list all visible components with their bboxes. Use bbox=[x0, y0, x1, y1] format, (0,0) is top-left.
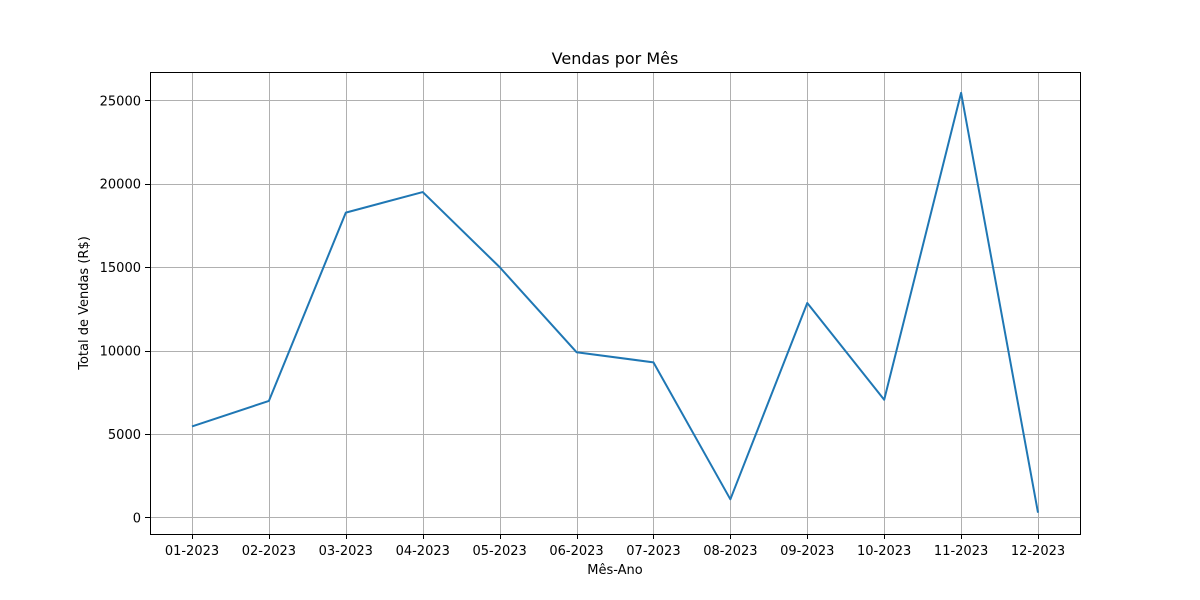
x-tick-label: 11-2023 bbox=[934, 544, 988, 559]
x-tick-label: 04-2023 bbox=[396, 544, 450, 559]
x-tick-label: 03-2023 bbox=[319, 544, 373, 559]
x-tick-label: 10-2023 bbox=[857, 544, 911, 559]
y-tick-label: 15000 bbox=[100, 261, 141, 276]
plot-frame bbox=[150, 72, 1081, 535]
x-tick-label: 12-2023 bbox=[1011, 544, 1065, 559]
y-axis-label: Total de Vendas (R$) bbox=[77, 236, 92, 371]
tick-labels: 01-2023 02-2023 03-2023 04-2023 05-2023 06-20… bbox=[100, 94, 1066, 559]
grid-lines bbox=[150, 72, 1080, 534]
y-tick-label: 25000 bbox=[100, 94, 141, 109]
x-tick-label: 06-2023 bbox=[549, 544, 603, 559]
x-tick-label: 05-2023 bbox=[472, 544, 526, 559]
data-series bbox=[191, 91, 1039, 513]
x-tick-label: 08-2023 bbox=[703, 544, 757, 559]
y-tick-label: 5000 bbox=[108, 428, 141, 443]
chart-title: Vendas por Mês bbox=[552, 49, 679, 68]
series-line bbox=[191, 91, 1039, 513]
y-tick-label: 0 bbox=[133, 511, 141, 526]
x-tick-label: 01-2023 bbox=[165, 544, 219, 559]
x-tick-label: 09-2023 bbox=[780, 544, 834, 559]
x-tick-label: 07-2023 bbox=[626, 544, 680, 559]
x-tick-label: 02-2023 bbox=[242, 544, 296, 559]
y-tick-label: 10000 bbox=[100, 345, 141, 360]
y-tick-label: 20000 bbox=[100, 178, 141, 193]
x-axis-label: Mês-Ano bbox=[587, 563, 643, 578]
axis-ticks bbox=[145, 100, 1039, 539]
